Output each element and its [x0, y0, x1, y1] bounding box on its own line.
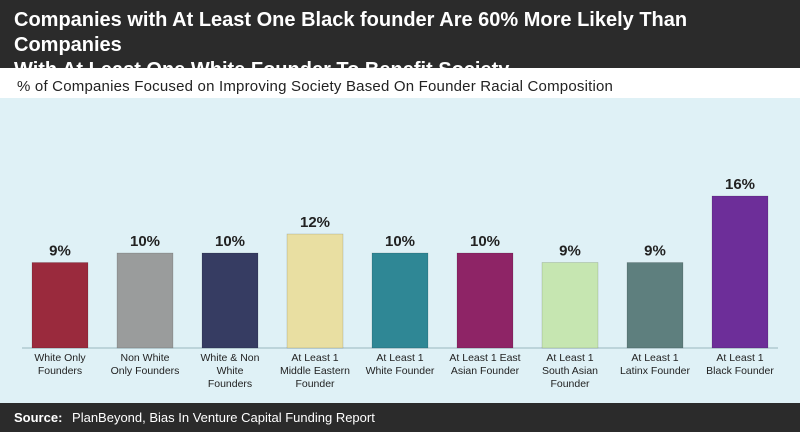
category-label-5: At Least 1 East Asian Founder — [449, 352, 520, 377]
category-label-0: White Only Founders — [34, 352, 86, 377]
plot-area: 9% White Only Founders 10% Non White Only Fou… — [0, 98, 800, 403]
bar-4 — [371, 252, 429, 349]
category-label-8: At Least 1 Black Founder — [706, 352, 774, 377]
bar-6 — [541, 262, 599, 349]
chart-title-line-2: With At Least One White Founder To Benef… — [14, 59, 510, 81]
chart-title-line-1: Companies with At Least One Black founde… — [14, 9, 688, 56]
bar-8 — [711, 195, 769, 349]
category-label-line: Founders — [38, 365, 82, 377]
category-label-line: At Least 1 — [631, 352, 678, 364]
bar-value-label-5: 10% — [470, 233, 500, 250]
category-label-1: Non White Only Founders — [111, 352, 180, 377]
category-label-line: White Founder — [366, 365, 435, 377]
category-label-line: At Least 1 — [291, 352, 338, 364]
source-label: Source: — [14, 410, 63, 425]
category-label-line: White & Non — [201, 352, 260, 364]
category-label-line: White Only — [34, 352, 86, 364]
category-label-line: Middle Eastern — [280, 365, 350, 377]
category-label-7: At Least 1 Latinx Founder — [620, 352, 691, 377]
category-label-4: At Least 1 White Founder — [366, 352, 435, 377]
category-label-line: Latinx Founder — [620, 365, 691, 377]
bar-3 — [286, 233, 344, 349]
category-label-line: At Least 1 East — [449, 352, 520, 364]
bar-0 — [31, 262, 89, 349]
bar-value-label-3: 12% — [300, 214, 330, 231]
footer-bar: Source: PlanBeyond, Bias In Venture Capi… — [0, 403, 800, 432]
category-label-line: At Least 1 — [376, 352, 423, 364]
category-label-3: At Least 1 Middle Eastern Founder — [280, 352, 350, 390]
category-label-line: Founder — [550, 378, 590, 390]
header-banner: Companies with At Least One Black founde… — [0, 0, 800, 81]
bar-1 — [116, 252, 174, 349]
bar-value-label-8: 16% — [725, 176, 755, 193]
source-text: PlanBeyond, Bias In Venture Capital Fund… — [72, 410, 375, 425]
category-label-line: White — [217, 365, 244, 377]
bar-value-label-7: 9% — [644, 243, 666, 260]
bar-2 — [201, 252, 259, 349]
category-label-line: Founder — [295, 378, 335, 390]
bar-5 — [456, 252, 514, 349]
bar-value-label-2: 10% — [215, 233, 245, 250]
category-label-2: White & Non White Founders — [201, 352, 260, 390]
bar-value-label-1: 10% — [130, 233, 160, 250]
category-label-6: At Least 1 South Asian Founder — [542, 352, 598, 390]
chart-subtitle: % of Companies Focused on Improving Soci… — [17, 78, 614, 95]
category-label-line: At Least 1 — [716, 352, 763, 364]
category-label-line: Only Founders — [111, 365, 180, 377]
category-label-line: Founders — [208, 378, 252, 390]
bar-value-label-0: 9% — [49, 243, 71, 260]
category-label-line: Non White — [120, 352, 169, 364]
bar-value-label-6: 9% — [559, 243, 581, 260]
category-label-line: Black Founder — [706, 365, 774, 377]
category-label-line: South Asian — [542, 365, 598, 377]
bar-7 — [626, 262, 684, 349]
category-label-line: Asian Founder — [451, 365, 520, 377]
bar-value-label-4: 10% — [385, 233, 415, 250]
category-label-line: At Least 1 — [546, 352, 593, 364]
